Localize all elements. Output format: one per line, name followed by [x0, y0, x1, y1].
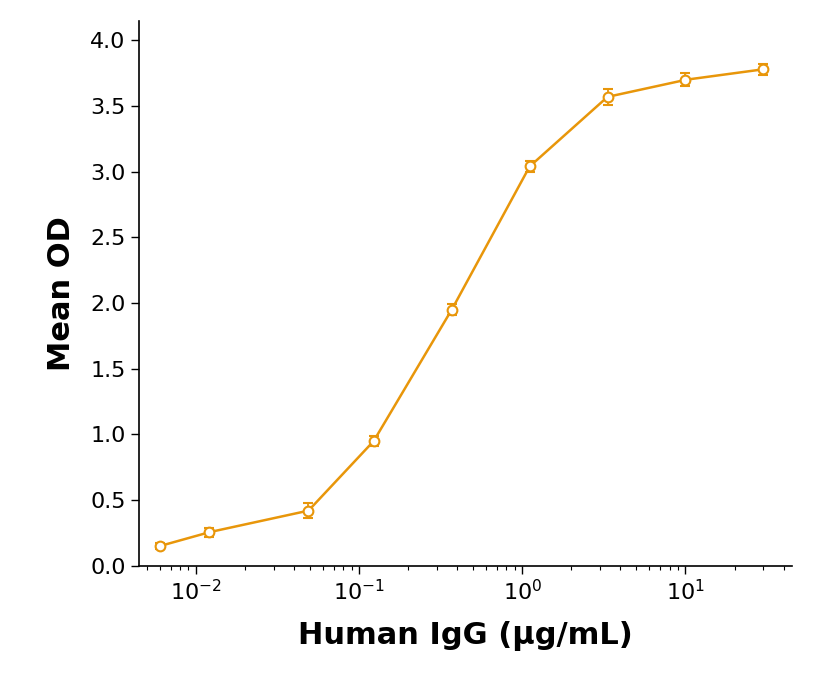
X-axis label: Human IgG (μg/mL): Human IgG (μg/mL) [298, 621, 632, 651]
Y-axis label: Mean OD: Mean OD [47, 216, 76, 371]
